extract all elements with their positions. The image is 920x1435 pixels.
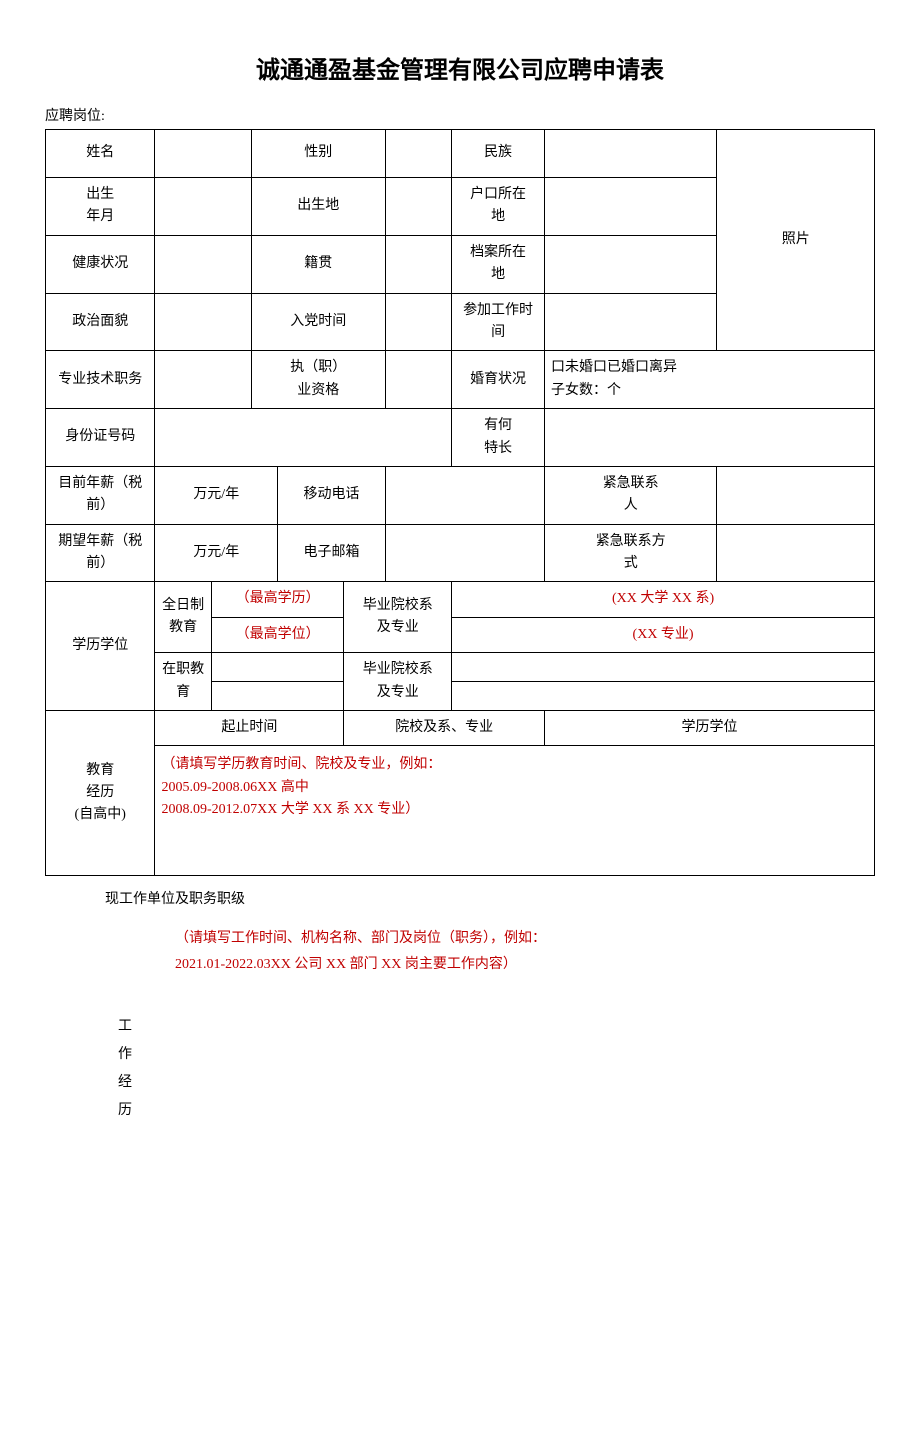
label-birth-place: 出生地: [251, 178, 385, 236]
label-hukou: 户口所在 地: [452, 178, 545, 236]
label-edu-history: 教育 经历 (自高中): [46, 711, 155, 876]
label-birth-ym: 出生 年月: [46, 178, 155, 236]
label-health: 健康状况: [46, 235, 155, 293]
edu-history-body[interactable]: （请填写学历教育时间、院校及专业，例如： 2005.09-2008.06XX 高…: [155, 746, 875, 876]
label-mobile: 移动电话: [278, 466, 386, 524]
field-hukou[interactable]: [544, 178, 716, 236]
label-current-salary: 目前年薪（税 前）: [46, 466, 155, 524]
col-degree: 学历学位: [544, 711, 874, 746]
application-form: 姓名 性别 民族 照片 出生 年月 出生地 户口所在 地 健康状况 籍贯 档案所…: [45, 129, 875, 876]
hint-highest-degree: （最高学历）: [211, 582, 344, 617]
field-onjob-2[interactable]: [211, 682, 344, 711]
field-expected-salary[interactable]: 万元/年: [155, 524, 278, 582]
field-birth-place[interactable]: [385, 178, 451, 236]
field-ethnicity[interactable]: [544, 130, 716, 178]
label-work-start: 参加工作时 间: [452, 293, 545, 351]
col-school-major: 院校及系、专业: [344, 711, 545, 746]
label-email: 电子邮箱: [278, 524, 386, 582]
label-marital: 婚育状况: [452, 351, 545, 409]
field-political[interactable]: [155, 293, 251, 351]
hint-major-example: (XX 专业): [452, 617, 875, 652]
label-grad-school-2: 毕业院校系 及专业: [344, 653, 452, 711]
field-onjob-school-1[interactable]: [452, 653, 875, 682]
work-section: 现工作单位及职务职级 （请填写工作时间、机构名称、部门及岗位（职务），例如： 2…: [45, 888, 875, 1384]
field-onjob-1[interactable]: [211, 653, 344, 682]
label-emergency-method: 紧急联系方 式: [544, 524, 716, 582]
field-party-time[interactable]: [385, 293, 451, 351]
col-period: 起止时间: [155, 711, 344, 746]
label-qualification: 执（职） 业资格: [251, 351, 385, 409]
label-native-place: 籍贯: [251, 235, 385, 293]
label-ethnicity: 民族: [452, 130, 545, 178]
label-archive: 档案所在 地: [452, 235, 545, 293]
field-mobile[interactable]: [385, 466, 544, 524]
field-name[interactable]: [155, 130, 251, 178]
label-work-history: 工 作 经 历: [105, 1013, 145, 1125]
hint-highest-degree2: （最高学位）: [211, 617, 344, 652]
label-id: 身份证号码: [46, 409, 155, 467]
label-party-time: 入党时间: [251, 293, 385, 351]
field-emergency-contact[interactable]: [717, 466, 875, 524]
work-hint: （请填写工作时间、机构名称、部门及岗位（职务），例如： 2021.01-2022…: [175, 926, 875, 976]
label-degree: 学历学位: [46, 582, 155, 711]
field-email[interactable]: [385, 524, 544, 582]
field-current-salary[interactable]: 万元/年: [155, 466, 278, 524]
field-prof-title[interactable]: [155, 351, 251, 409]
field-id[interactable]: [155, 409, 452, 467]
field-birth-ym[interactable]: [155, 178, 251, 236]
field-onjob-school-2[interactable]: [452, 682, 875, 711]
field-work-start[interactable]: [544, 293, 716, 351]
label-fulltime: 全日制 教育: [155, 582, 211, 653]
label-expected-salary: 期望年薪（税 前）: [46, 524, 155, 582]
field-specialty[interactable]: [544, 409, 874, 467]
field-marital[interactable]: 口未婚口已婚口离异 子女数：个: [544, 351, 874, 409]
field-native-place[interactable]: [385, 235, 451, 293]
label-specialty: 有何 特长: [452, 409, 545, 467]
field-qualification[interactable]: [385, 351, 451, 409]
label-gender: 性别: [251, 130, 385, 178]
label-prof-title: 专业技术职务: [46, 351, 155, 409]
field-gender[interactable]: [385, 130, 451, 178]
field-archive[interactable]: [544, 235, 716, 293]
page-title: 诚通通盈基金管理有限公司应聘申请表: [45, 50, 875, 85]
hint-school-example: (XX 大学 XX 系): [452, 582, 875, 617]
label-grad-school: 毕业院校系 及专业: [344, 582, 452, 653]
label-political: 政治面貌: [46, 293, 155, 351]
photo-cell[interactable]: 照片: [717, 130, 875, 351]
label-onjob: 在职教 育: [155, 653, 211, 711]
label-name: 姓名: [46, 130, 155, 178]
position-label: 应聘岗位:: [45, 105, 875, 125]
field-health[interactable]: [155, 235, 251, 293]
label-work-unit: 现工作单位及职务职级: [105, 888, 875, 908]
field-emergency-method[interactable]: [717, 524, 875, 582]
label-emergency-contact: 紧急联系 人: [544, 466, 716, 524]
